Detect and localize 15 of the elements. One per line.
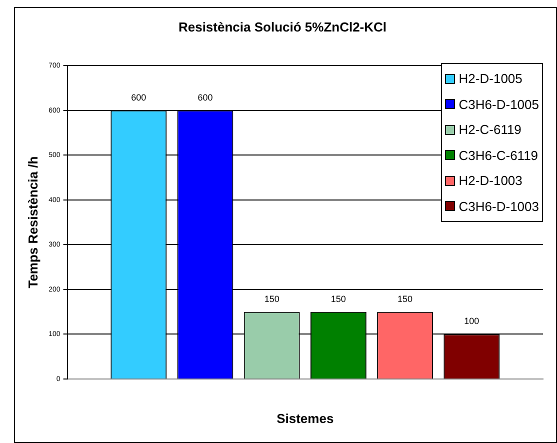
data-label: 150	[330, 294, 346, 304]
data-label: 150	[398, 294, 413, 304]
legend-label: C3H6-D-1005	[458, 96, 539, 114]
x-axis-title: Sistemes	[276, 410, 334, 426]
data-label: 600	[198, 92, 213, 102]
legend-label: H2-C-6119	[458, 121, 522, 139]
y-axis-title: Temps Resistència /h	[25, 156, 40, 288]
data-label: 150	[264, 294, 280, 304]
legend-label: H2-D-1005	[458, 70, 522, 88]
legend-label: C3H6-C-6119	[458, 146, 538, 164]
chart-title: Resistència Solució 5%ZnCl2-KCl	[178, 19, 387, 34]
legend-label: C3H6-D-1003	[458, 198, 539, 216]
data-label: 100	[464, 316, 480, 326]
legend-label: H2-D-1003	[458, 172, 522, 190]
data-label: 600	[131, 92, 146, 102]
